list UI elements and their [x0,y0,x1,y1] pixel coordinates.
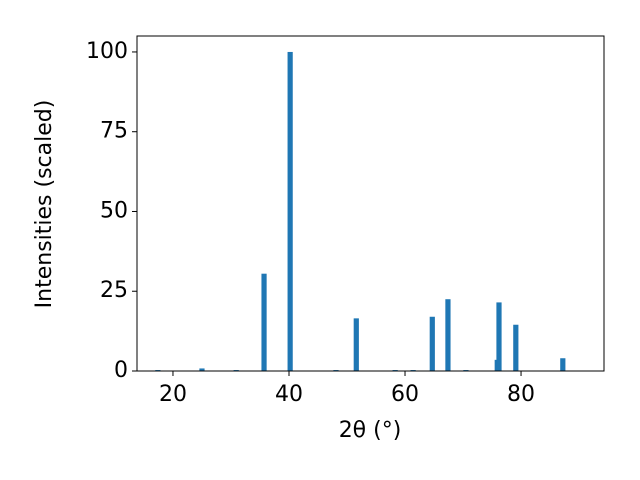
bar [287,51,293,371]
x-tick-label: 20 [159,382,187,407]
y-tick-label: 75 [100,119,128,144]
x-tick-label: 80 [507,382,535,407]
bar [199,368,205,371]
x-tick-label: 40 [275,382,303,407]
bar [353,318,359,371]
bar [560,358,566,371]
y-axis-label: Intensities (scaled) [32,100,57,309]
plot-frame [136,35,605,372]
x-tick-label: 60 [391,382,419,407]
bar [261,273,267,371]
y-tick-label: 50 [100,198,128,223]
bar [513,324,519,371]
y-tick-label: 0 [114,358,128,383]
y-tick-label: 100 [86,39,128,64]
bar [429,316,435,371]
bar [496,302,502,371]
x-axis-label: 2θ (°) [339,418,402,443]
bar [445,299,451,371]
y-tick-label: 25 [100,278,128,303]
